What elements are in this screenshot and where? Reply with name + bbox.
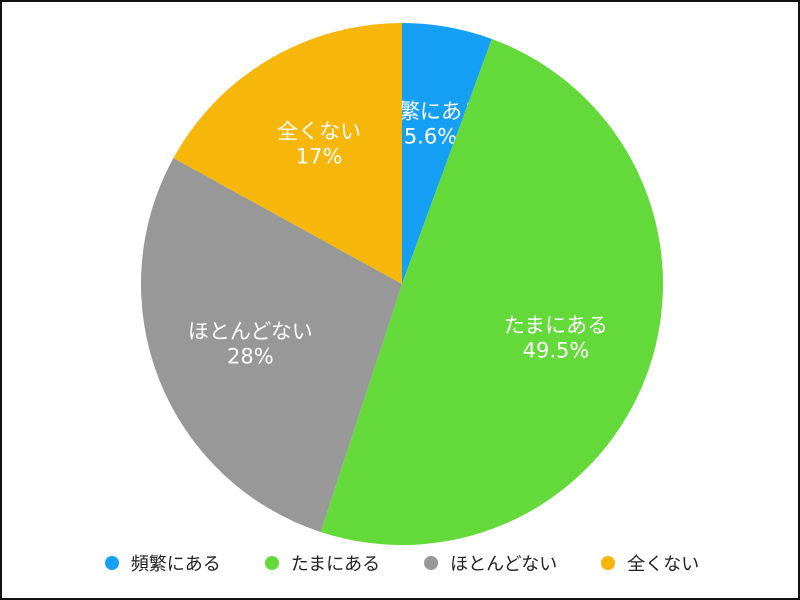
legend-item-0: 頻繁にある <box>104 550 221 576</box>
legend-label-3: 全くない <box>627 554 700 575</box>
legend-swatch-0 <box>104 556 119 570</box>
legend-swatch-1 <box>264 556 279 570</box>
legend-label-0: 頻繁にある <box>130 554 221 575</box>
legend-item-3: 全くない <box>601 550 699 576</box>
legend-swatch-2 <box>424 556 439 570</box>
legend-item-1: たまにある <box>264 550 381 576</box>
slice-category-label-3: 全くない <box>277 120 361 144</box>
slice-value-label-0: 5.6% <box>404 125 457 149</box>
pie-slice-3 <box>173 23 402 284</box>
pie-slice-1 <box>320 38 664 546</box>
legend-label-2: ほとんどない <box>450 554 558 575</box>
legend-item-2: ほとんどない <box>424 550 557 576</box>
slice-value-label-3: 17% <box>296 145 343 169</box>
slice-category-label-2: ほとんどない <box>188 320 313 344</box>
slice-category-label-1: たまにある <box>504 313 608 337</box>
legend-swatch-3 <box>601 556 616 570</box>
pie-slice-2 <box>140 158 402 532</box>
slice-value-label-1: 49.5% <box>523 338 590 362</box>
legend-label-1: たまにある <box>290 554 381 575</box>
legend: 頻繁にある たまにある ほとんどない 全くない <box>2 548 800 578</box>
slice-value-label-2: 28% <box>227 345 274 369</box>
pie-slice-0 <box>402 23 492 284</box>
